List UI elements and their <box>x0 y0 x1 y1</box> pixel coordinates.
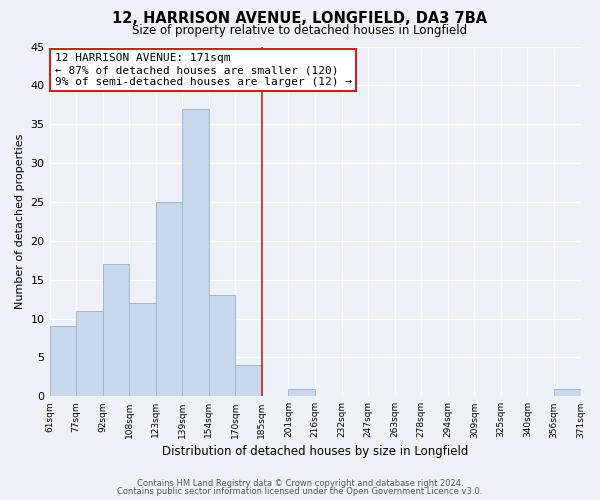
Text: Contains public sector information licensed under the Open Government Licence v3: Contains public sector information licen… <box>118 487 482 496</box>
Text: Size of property relative to detached houses in Longfield: Size of property relative to detached ho… <box>133 24 467 37</box>
Bar <box>289 388 315 396</box>
Bar <box>103 264 129 396</box>
Bar <box>182 108 209 397</box>
Text: 12, HARRISON AVENUE, LONGFIELD, DA3 7BA: 12, HARRISON AVENUE, LONGFIELD, DA3 7BA <box>112 11 488 26</box>
Y-axis label: Number of detached properties: Number of detached properties <box>15 134 25 309</box>
Bar <box>235 365 262 396</box>
Bar <box>156 202 182 396</box>
Bar <box>554 388 581 396</box>
X-axis label: Distribution of detached houses by size in Longfield: Distribution of detached houses by size … <box>162 444 468 458</box>
Bar <box>209 296 235 396</box>
Bar <box>129 303 156 396</box>
Text: Contains HM Land Registry data © Crown copyright and database right 2024.: Contains HM Land Registry data © Crown c… <box>137 478 463 488</box>
Text: 12 HARRISON AVENUE: 171sqm
← 87% of detached houses are smaller (120)
9% of semi: 12 HARRISON AVENUE: 171sqm ← 87% of deta… <box>55 54 352 86</box>
Bar <box>76 311 103 396</box>
Bar <box>50 326 76 396</box>
